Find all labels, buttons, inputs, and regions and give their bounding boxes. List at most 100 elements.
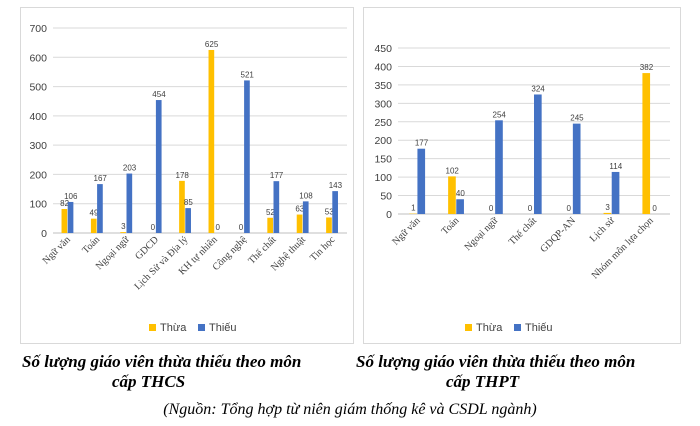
bar-thieu bbox=[495, 120, 503, 214]
bar-thieu bbox=[456, 199, 464, 214]
bar-thua bbox=[90, 218, 97, 233]
chart-panel-thpt: 0 50 100 150 200 250 300 350 400 450 1 177 Ngữ văn 10… bbox=[363, 7, 681, 344]
bar-thua bbox=[296, 214, 303, 233]
data-label: 178 bbox=[176, 171, 190, 180]
legend-label-thua: Thừa bbox=[476, 322, 503, 334]
data-label: 82 bbox=[60, 199, 69, 208]
caption-thcs-line2: cấp THCS bbox=[112, 372, 186, 391]
data-label: 102 bbox=[446, 166, 460, 175]
data-label: 53 bbox=[325, 207, 334, 216]
y-tick-label: 400 bbox=[29, 111, 47, 123]
y-tick-label: 200 bbox=[374, 135, 392, 147]
data-label: 0 bbox=[239, 223, 244, 232]
data-label: 3 bbox=[121, 222, 126, 231]
data-label: 49 bbox=[90, 209, 99, 218]
bar-thieu bbox=[126, 173, 133, 233]
x-tick-label: Lịch sử bbox=[588, 215, 617, 244]
bar-thieu bbox=[97, 184, 103, 233]
bar-thieu bbox=[534, 94, 542, 214]
data-label: 203 bbox=[123, 164, 137, 173]
data-label: 1 bbox=[411, 204, 416, 213]
data-label: 0 bbox=[216, 223, 221, 232]
bar-thua bbox=[120, 232, 126, 233]
caption-thcs: Số lượng giáo viên thừa thiếu theo môn c… bbox=[22, 352, 352, 392]
x-tick-label: Ngoại ngữ bbox=[463, 215, 501, 253]
y-tick-label: 450 bbox=[374, 43, 392, 55]
data-label: 0 bbox=[652, 204, 657, 213]
bar-thieu bbox=[332, 191, 338, 233]
x-tick-label: Tin học bbox=[308, 234, 338, 264]
legend-swatch-thieu bbox=[198, 324, 205, 331]
bar-thieu bbox=[185, 208, 191, 233]
y-tick-label: 300 bbox=[374, 98, 392, 110]
legend-label-thieu: Thiếu bbox=[209, 322, 237, 334]
bar-thua bbox=[448, 176, 456, 214]
bar-thua bbox=[326, 217, 332, 233]
caption-thcs-line1: Số lượng giáo viên thừa thiếu theo môn bbox=[22, 352, 302, 371]
bar-thieu bbox=[417, 148, 426, 214]
data-label: 0 bbox=[528, 204, 533, 213]
caption-thpt-line1: Số lượng giáo viên thừa thiếu theo môn bbox=[356, 352, 636, 371]
caption-thpt-line2: cấp THPT bbox=[446, 372, 520, 391]
y-tick-label: 350 bbox=[374, 80, 392, 92]
data-label: 625 bbox=[205, 40, 219, 49]
bar-thieu bbox=[302, 201, 309, 233]
bar-thieu bbox=[273, 181, 280, 233]
bar-thua bbox=[642, 73, 651, 214]
legend-swatch-thua bbox=[465, 324, 472, 331]
x-tick-label: Toán bbox=[80, 234, 102, 256]
y-tick-label: 200 bbox=[29, 169, 47, 181]
y-tick-label: 500 bbox=[29, 82, 47, 94]
bar-thua bbox=[603, 212, 612, 214]
legend-swatch-thieu bbox=[514, 324, 521, 331]
bar-thieu bbox=[67, 201, 74, 233]
chart-panel-thcs: 0 100 200 300 400 500 600 700 82 106 Ngữ văn 49 167 T… bbox=[20, 7, 354, 344]
data-label: 0 bbox=[489, 204, 494, 213]
y-tick-label: 300 bbox=[29, 140, 47, 152]
y-tick-label: 100 bbox=[29, 199, 47, 211]
data-label: 40 bbox=[456, 189, 465, 198]
data-label: 108 bbox=[299, 191, 313, 200]
bar-thua bbox=[61, 208, 68, 233]
y-tick-label: 250 bbox=[374, 117, 392, 129]
bar-thieu bbox=[611, 171, 620, 214]
bar-thua bbox=[179, 180, 185, 233]
x-tick-label: GDCD bbox=[133, 234, 161, 262]
data-label: 254 bbox=[493, 110, 507, 119]
data-label: 3 bbox=[605, 203, 610, 212]
y-tick-label: 600 bbox=[29, 52, 47, 64]
data-label: 63 bbox=[295, 205, 304, 214]
y-tick-label: 0 bbox=[41, 228, 47, 240]
legend-swatch-thua bbox=[149, 324, 156, 331]
bar-thieu bbox=[244, 80, 250, 234]
x-tick-label: GDQP-AN bbox=[538, 215, 578, 255]
y-tick-label: 700 bbox=[29, 23, 47, 35]
y-tick-label: 100 bbox=[374, 172, 392, 184]
data-label: 52 bbox=[266, 208, 275, 217]
caption-thpt: Số lượng giáo viên thừa thiếu theo môn c… bbox=[356, 352, 686, 392]
source-note: (Nguồn: Tổng hợp từ niên giám thống kê v… bbox=[163, 401, 537, 418]
data-label: 177 bbox=[415, 139, 429, 148]
data-label: 521 bbox=[241, 70, 255, 79]
legend-label-thieu: Thiếu bbox=[525, 322, 553, 334]
x-tick-label: Ngữ văn bbox=[390, 215, 422, 247]
y-tick-label: 50 bbox=[380, 191, 392, 203]
data-label: 177 bbox=[270, 171, 284, 180]
data-label: 85 bbox=[184, 198, 193, 207]
y-tick-label: 150 bbox=[374, 154, 392, 166]
legend-label-thua: Thừa bbox=[160, 322, 187, 334]
data-label: 382 bbox=[640, 63, 654, 72]
data-label: 0 bbox=[567, 204, 572, 213]
data-label: 324 bbox=[531, 84, 545, 93]
bar-thua bbox=[208, 49, 215, 233]
bar-thieu bbox=[572, 123, 581, 214]
data-label: 245 bbox=[570, 114, 584, 123]
data-label: 114 bbox=[609, 162, 622, 171]
y-tick-label: 0 bbox=[386, 209, 392, 221]
x-tick-label: Thể chất bbox=[507, 215, 539, 247]
data-label: 143 bbox=[329, 181, 343, 190]
data-label: 454 bbox=[152, 90, 166, 99]
y-tick-label: 400 bbox=[374, 61, 392, 73]
